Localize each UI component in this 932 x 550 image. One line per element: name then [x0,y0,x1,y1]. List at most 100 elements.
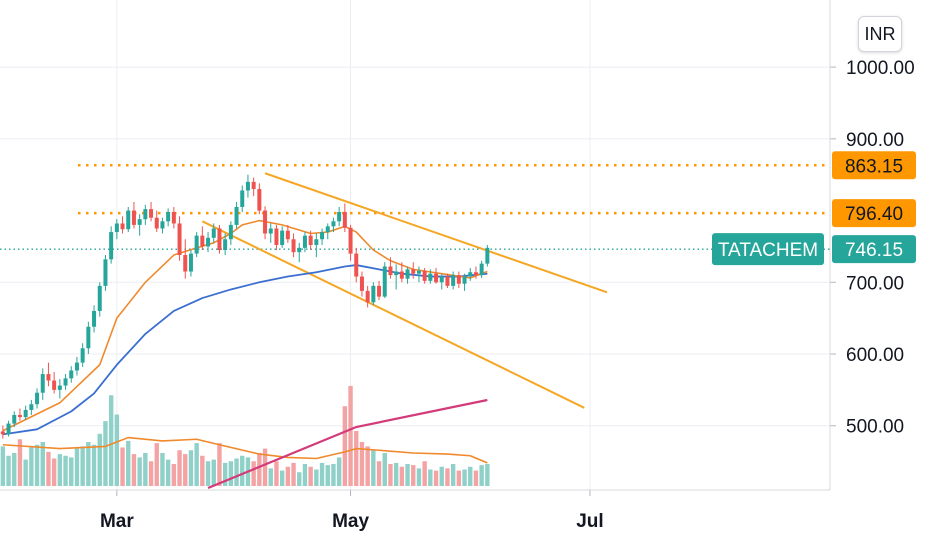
level-badge-bg [832,199,916,228]
candle-body [80,348,85,363]
volume-bar [97,433,102,486]
candle-body [268,228,273,234]
y-tick-label: 600.00 [846,345,904,366]
candle-body [382,266,387,297]
candle-body [434,273,439,283]
indicator-line [207,398,488,490]
volume-bar [405,464,410,486]
candle-body [405,269,410,279]
volume-bar [23,459,28,486]
volume-bar [439,466,444,486]
volume-bar [51,458,57,486]
candle-body [217,228,222,250]
candle-body [245,181,250,191]
candle-body [0,431,5,435]
volume-bar [325,465,330,486]
y-tick-label: 900.00 [846,130,904,151]
volume-bar [46,451,51,486]
volume-bar [177,450,182,486]
candle-body [40,374,45,393]
candle-body [439,276,444,283]
candle-body [377,285,382,297]
candle-body [211,228,216,238]
candle-body [131,210,136,225]
candle-body [302,235,307,248]
horizontal-levels[interactable] [0,164,830,250]
volume-bar [279,470,285,486]
candle-body [445,276,450,286]
volume-bar [450,464,456,486]
axes: 500.00 600.00 700.00 900.00 1000.00 Mar May Jul [0,0,915,532]
candle-body [160,221,165,229]
candle-body [86,326,91,349]
volume-bar [342,406,348,486]
volume-bar [154,443,159,486]
volume-bar [188,450,194,486]
volume-bar [200,455,205,486]
volume-bar [473,470,479,486]
y-tick-label: 700.00 [846,273,904,294]
candle-body [388,266,393,276]
level-badge-text: 863.15 [845,156,903,177]
trend-channel[interactable] [201,172,608,409]
volume-bar [0,446,6,486]
last-price-badge-text: 746.15 [845,240,903,261]
volume-bar [336,457,342,486]
candle-body [354,253,359,277]
volume-bar [359,442,365,486]
candle-body [285,230,290,240]
x-tick-label: Mar [100,511,134,532]
volume-bar [485,464,490,486]
volume-bar [12,453,17,486]
volume-bar [411,465,416,486]
volume-bar [371,450,376,486]
candle-body [462,276,467,284]
candle-body [320,232,325,240]
volume-bar [74,448,80,486]
candle-body [348,227,353,254]
volume-bar [143,453,148,486]
candle-body [240,190,245,207]
volume-bar [171,464,177,486]
volume-bar [468,466,473,486]
candle-body [280,230,285,245]
candle-body [114,223,119,233]
candle-body [188,253,193,272]
currency-selector[interactable]: INR [858,16,902,52]
x-tick-label: May [332,511,369,532]
volume-bar [251,461,256,486]
volume-bar [17,439,23,486]
volume-bar [205,461,211,486]
channel-lower-line [201,220,585,409]
x-tick-label: Jul [576,511,603,532]
candle-body [331,221,336,227]
volume-bar [29,447,34,486]
volume-bar [86,442,91,486]
candle-body [411,269,416,274]
candle-body [251,181,256,190]
volume-bar [422,461,427,486]
volume-bar [365,446,370,486]
candle-body [399,271,404,279]
candle-body [456,275,461,284]
volume-bar [445,468,450,486]
candle-body [183,255,188,272]
volume-bar [354,431,359,486]
candle-body [308,235,313,245]
candle-body [206,237,211,247]
candle-body [194,235,199,254]
channel-upper-line [264,172,608,294]
candle-body [92,310,97,327]
volume-bar [211,459,216,486]
candle-body [337,211,342,222]
volume-bar [165,459,171,486]
price-badges: 863.15 796.40 746.15 TATACHEM [712,151,916,266]
candle-body [325,226,330,233]
candle-body [52,380,57,390]
volume-bar [234,458,239,486]
volume-bar [217,443,222,486]
volume-bar [348,385,353,486]
volume-bar [376,461,382,486]
candle-body [109,232,114,260]
